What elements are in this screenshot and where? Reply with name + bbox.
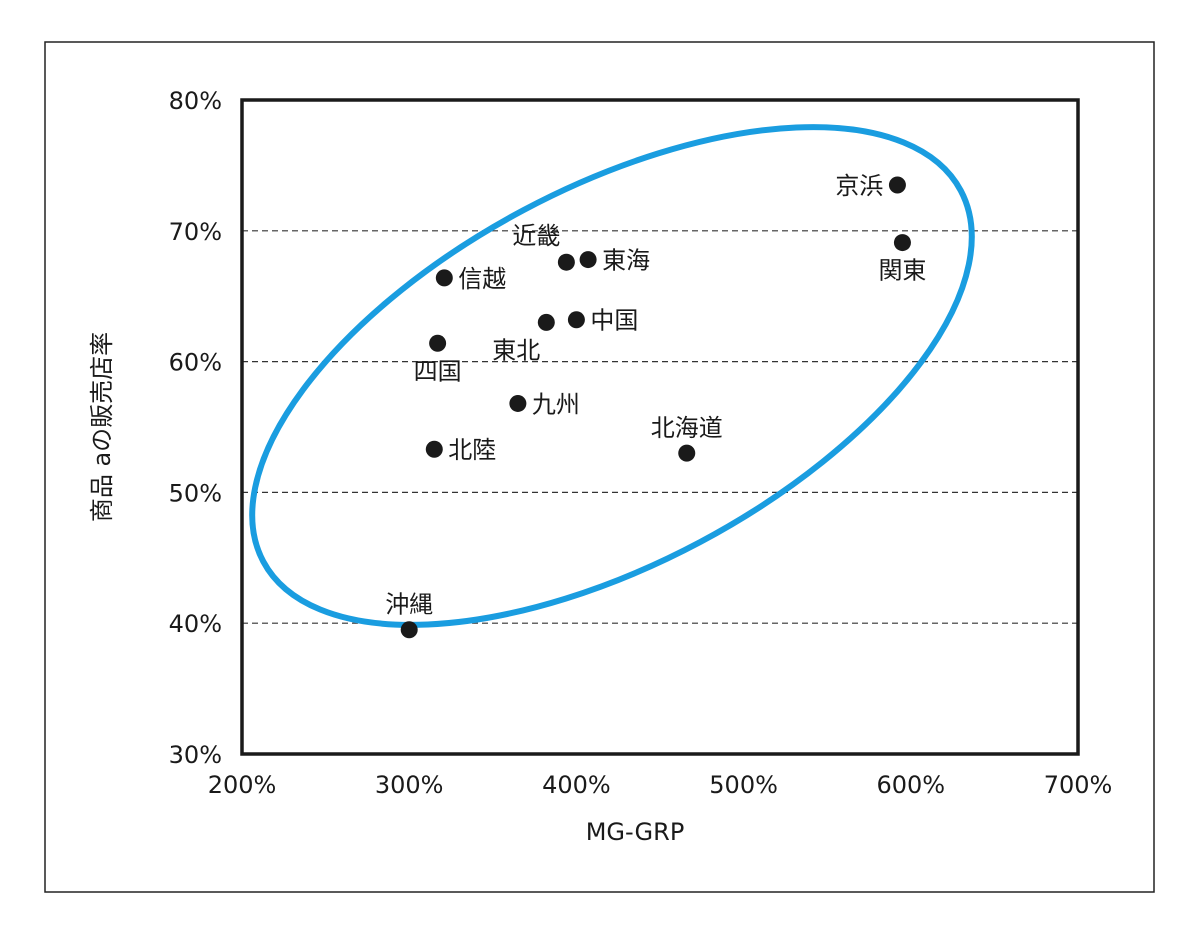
y-tick-labels: 30% 40% 50% 60% 70% 80% <box>169 87 222 769</box>
x-tick-label: 600% <box>876 771 945 799</box>
data-label: 近畿 <box>512 222 560 250</box>
data-point <box>425 440 443 458</box>
data-label: 北海道 <box>651 414 723 442</box>
data-label: 信越 <box>458 265 506 293</box>
x-tick-label: 500% <box>709 771 778 799</box>
y-tick-label: 80% <box>169 87 222 115</box>
grouping-ellipse <box>249 124 975 628</box>
data-point <box>509 394 527 412</box>
data-point <box>429 334 447 352</box>
x-tick-labels: 200% 300% 400% 500% 600% 700% <box>208 771 1113 799</box>
y-tick-label: 50% <box>169 479 222 507</box>
data-point <box>435 269 453 287</box>
data-point <box>537 313 555 331</box>
outer-frame <box>44 41 1155 893</box>
x-axis-label: MG-GRP <box>586 818 685 846</box>
y-tick-label: 30% <box>169 741 222 769</box>
data-label: 中国 <box>590 307 638 335</box>
data-point <box>400 621 418 639</box>
data-label: 東海 <box>602 247 650 275</box>
data-point <box>557 253 575 271</box>
data-label: 京浜 <box>835 172 883 200</box>
data-label: 東北 <box>492 336 540 364</box>
x-tick-label: 400% <box>542 771 611 799</box>
x-tick-label: 200% <box>208 771 277 799</box>
data-point <box>893 234 911 252</box>
data-label: 四国 <box>414 357 462 385</box>
data-point <box>888 176 906 194</box>
plot-area <box>240 98 1080 756</box>
data-point <box>678 444 696 462</box>
data-label: 沖縄 <box>385 591 433 619</box>
y-axis-label: 商品 aの販売店率 <box>88 332 116 522</box>
y-tick-label: 70% <box>169 218 222 246</box>
data-label: 北陸 <box>448 436 496 464</box>
x-tick-label: 300% <box>375 771 444 799</box>
data-point <box>567 311 585 329</box>
data-point <box>579 251 597 269</box>
data-label: 関東 <box>878 257 926 285</box>
y-tick-label: 60% <box>169 349 222 377</box>
x-tick-label: 700% <box>1044 771 1113 799</box>
data-label: 九州 <box>532 390 580 418</box>
y-tick-label: 40% <box>169 610 222 638</box>
